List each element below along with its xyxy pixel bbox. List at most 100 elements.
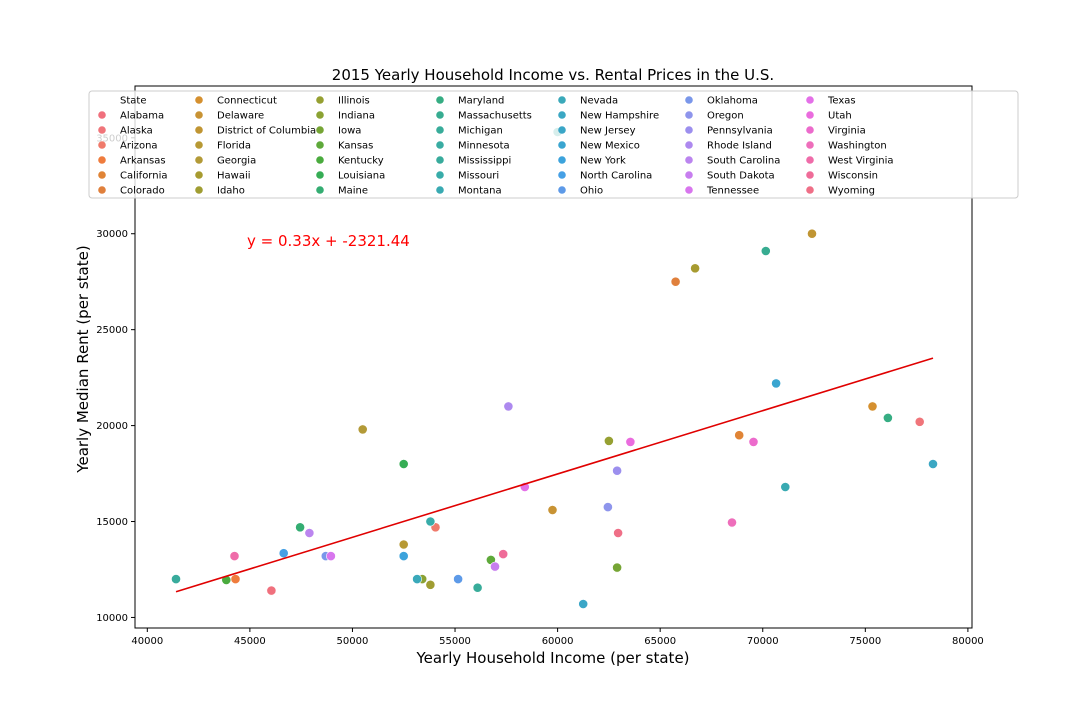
legend-marker <box>195 156 203 164</box>
x-tick-label: 75000 <box>849 636 881 647</box>
legend-marker <box>195 96 203 104</box>
legend-label: Connecticut <box>217 96 277 107</box>
x-axis: 40000 45000 50000 55000 60000 65000 70000 75000… <box>131 628 984 647</box>
data-point <box>304 528 315 538</box>
y-tick-label: 15000 <box>96 517 128 528</box>
legend-label: Oklahoma <box>707 96 758 107</box>
legend-label: Delaware <box>217 111 264 122</box>
legend-label: Texas <box>827 96 856 107</box>
data-point <box>503 401 514 412</box>
legend-marker <box>98 126 106 134</box>
legend-marker <box>806 171 814 179</box>
legend-marker <box>806 96 814 104</box>
y-tick-label: 25000 <box>96 325 128 336</box>
y-axis: 100001500020000250003000035000 <box>96 133 135 624</box>
data-point <box>734 430 745 441</box>
data-point <box>412 574 422 584</box>
data-point <box>266 585 277 596</box>
data-point <box>578 599 589 609</box>
data-point <box>278 548 289 559</box>
data-point <box>780 482 791 492</box>
legend-label: Idaho <box>217 186 245 197</box>
legend-marker <box>685 111 693 119</box>
legend-marker <box>195 141 203 149</box>
legend-label: Maryland <box>458 96 504 107</box>
data-point <box>230 574 241 584</box>
data-point <box>670 276 681 287</box>
data-point <box>690 263 700 274</box>
legend-marker <box>806 126 814 134</box>
legend-label: New Hampshire <box>580 111 659 122</box>
legend-label: Colorado <box>120 186 165 197</box>
legend-marker <box>195 186 203 194</box>
legend-marker <box>558 126 566 134</box>
data-point <box>603 502 613 512</box>
plot-area <box>134 85 973 629</box>
legend-label: Georgia <box>217 156 256 167</box>
data-point <box>325 551 336 561</box>
x-tick-label: 45000 <box>234 636 266 647</box>
x-tick-label: 65000 <box>644 636 676 647</box>
x-tick-label: 80000 <box>952 636 984 647</box>
data-point <box>760 246 771 256</box>
legend-label: Florida <box>217 141 251 152</box>
data-point <box>914 416 925 427</box>
y-tick-label: 10000 <box>96 613 128 624</box>
legend-marker <box>558 156 566 164</box>
data-point <box>604 435 614 446</box>
data-point <box>613 528 623 538</box>
legend-marker <box>806 156 814 164</box>
legend-label: Tennessee <box>706 186 759 197</box>
legend-label: Washington <box>828 141 887 152</box>
legend-label: Missouri <box>458 171 499 182</box>
legend-label: District of Columbia <box>217 126 316 137</box>
y-axis-title: Yearly Median Rent (per state) <box>74 245 92 473</box>
data-point <box>748 436 759 447</box>
legend-label: Arkansas <box>120 156 166 167</box>
legend-label: Indiana <box>338 111 375 122</box>
data-point <box>398 551 409 561</box>
y-tick-label: 20000 <box>96 421 128 432</box>
x-tick-label: 50000 <box>337 636 369 647</box>
legend-marker <box>436 186 444 194</box>
legend-marker <box>98 186 106 194</box>
legend-label: Oregon <box>707 111 744 122</box>
legend-label: California <box>120 171 168 182</box>
legend-marker <box>806 141 814 149</box>
x-tick-label: 55000 <box>439 636 471 647</box>
data-point <box>398 539 409 550</box>
legend-marker <box>558 111 566 119</box>
legend-marker <box>316 156 324 164</box>
data-point <box>425 579 436 590</box>
legend-label: Wyoming <box>828 186 875 197</box>
trend-line-group <box>175 357 934 593</box>
legend-marker <box>436 96 444 104</box>
legend-marker <box>436 141 444 149</box>
legend-marker <box>98 111 106 119</box>
data-points <box>171 127 938 609</box>
data-point <box>612 465 622 476</box>
legend-label: New Mexico <box>580 141 640 152</box>
data-point <box>472 582 483 593</box>
legend-marker <box>316 171 324 179</box>
data-point <box>398 459 409 469</box>
data-point <box>295 522 305 533</box>
legend-marker <box>98 141 106 149</box>
legend-label: Arizona <box>120 141 158 152</box>
data-point <box>883 412 893 423</box>
legend-label: Virginia <box>828 126 866 137</box>
legend-marker <box>806 186 814 194</box>
legend-marker <box>98 171 106 179</box>
legend-label: Illinois <box>338 96 370 107</box>
legend-label: New York <box>580 156 626 167</box>
legend-marker <box>685 186 693 194</box>
data-point <box>807 228 817 239</box>
data-point <box>547 505 558 515</box>
legend-marker <box>436 171 444 179</box>
legend-label: Iowa <box>338 126 361 137</box>
legend-label: Michigan <box>458 126 503 137</box>
legend-marker <box>685 171 693 179</box>
legend-marker <box>98 156 106 164</box>
legend-label: Hawaii <box>217 171 251 182</box>
legend: State Alabama Alaska Arizona Arkansas Califor… <box>88 90 1019 199</box>
